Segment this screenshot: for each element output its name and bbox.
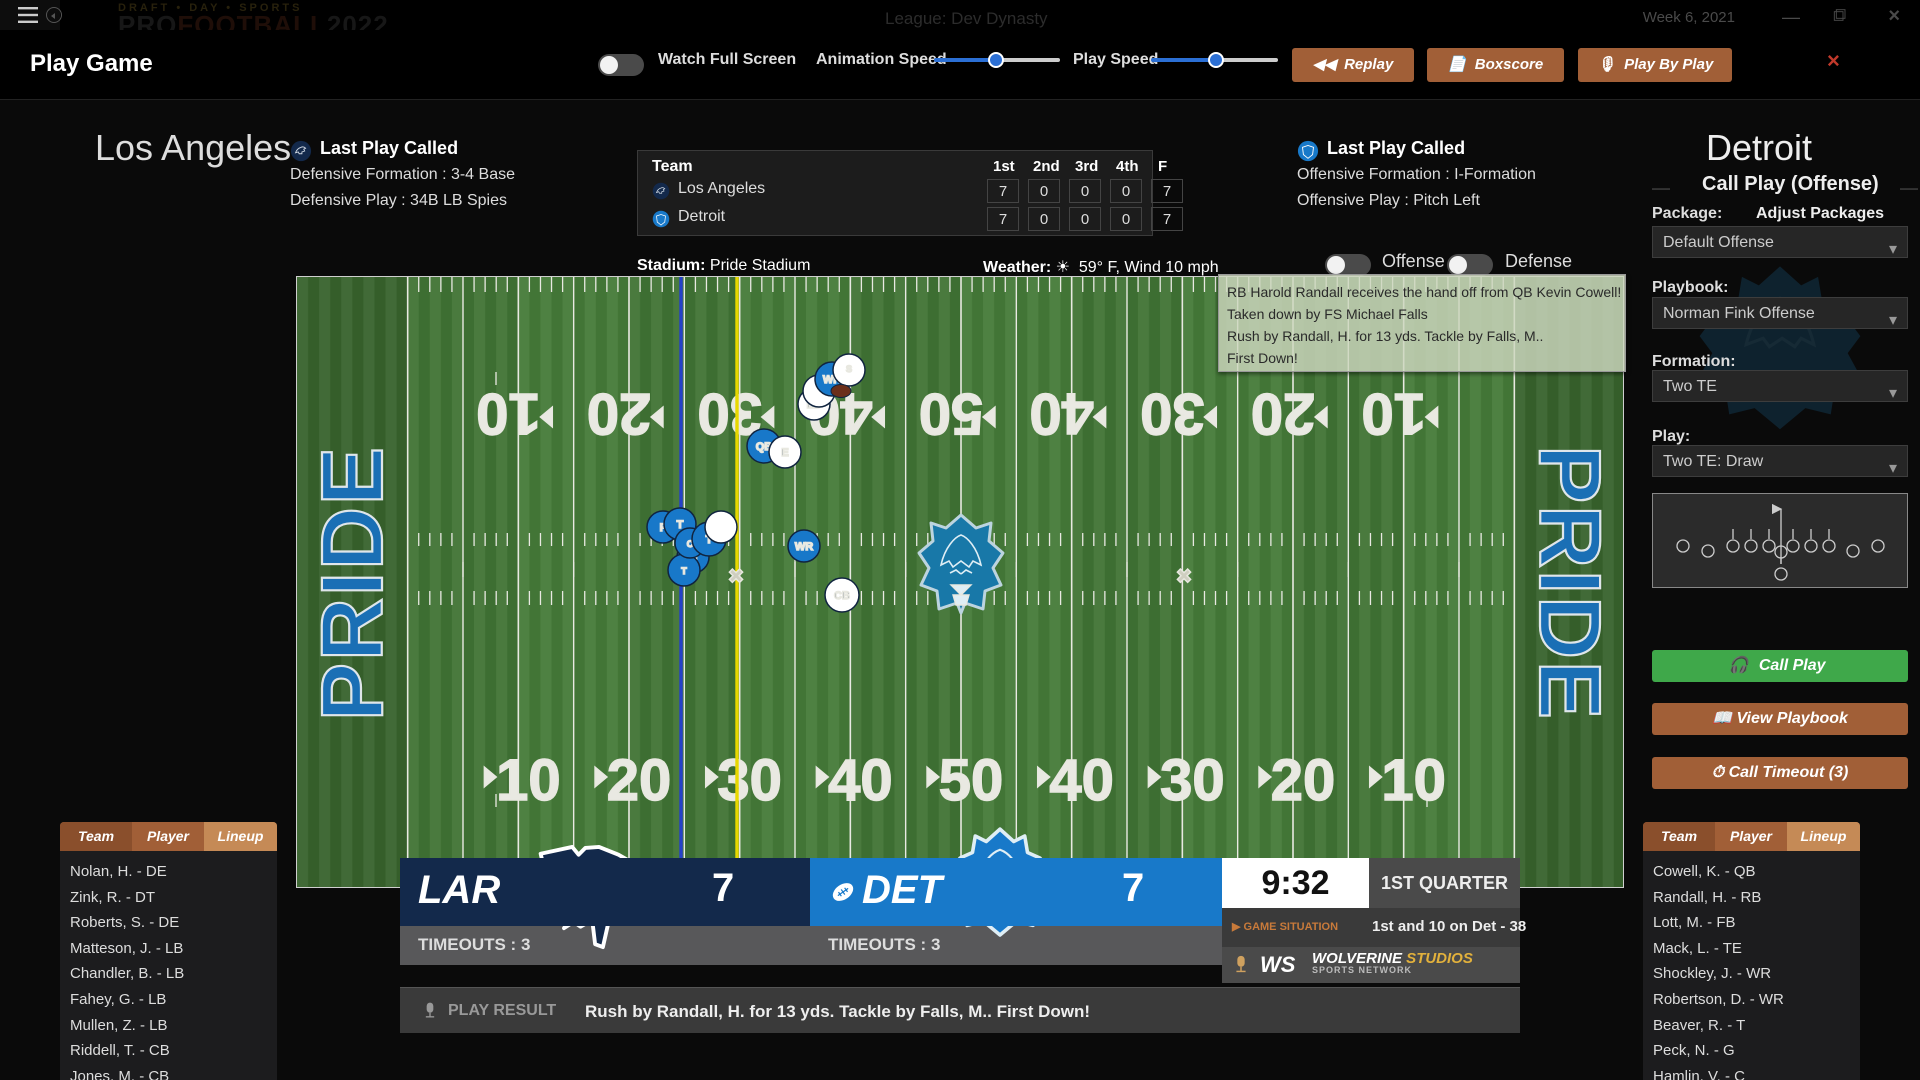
svg-text:20: 20 xyxy=(607,748,672,813)
svg-text:40: 40 xyxy=(1029,381,1094,446)
svg-text:10: 10 xyxy=(496,748,561,813)
svg-text:T: T xyxy=(681,566,687,576)
svg-text:20: 20 xyxy=(587,381,652,446)
svg-text:PRIDE: PRIDE xyxy=(304,445,401,721)
svg-text:40: 40 xyxy=(828,748,893,813)
svg-text:50: 50 xyxy=(939,748,1004,813)
svg-text:20: 20 xyxy=(1271,748,1336,813)
svg-text:30: 30 xyxy=(1140,381,1205,446)
svg-text:✖: ✖ xyxy=(1176,566,1193,588)
svg-text:10: 10 xyxy=(1381,748,1446,813)
svg-text:✖: ✖ xyxy=(728,566,745,588)
svg-text:PRIDE: PRIDE xyxy=(1521,445,1618,721)
svg-text:S: S xyxy=(846,364,852,374)
svg-text:WS: WS xyxy=(1260,952,1296,977)
svg-text:10: 10 xyxy=(1361,381,1426,446)
svg-text:30: 30 xyxy=(1160,748,1225,813)
svg-text:40: 40 xyxy=(1049,748,1114,813)
svg-text:10: 10 xyxy=(476,381,541,446)
svg-text:50: 50 xyxy=(919,381,984,446)
svg-text:WR: WR xyxy=(795,541,813,553)
svg-text:E: E xyxy=(781,447,788,459)
svg-text:20: 20 xyxy=(1251,381,1316,446)
svg-text:CB: CB xyxy=(834,590,850,602)
svg-text:30: 30 xyxy=(717,748,782,813)
